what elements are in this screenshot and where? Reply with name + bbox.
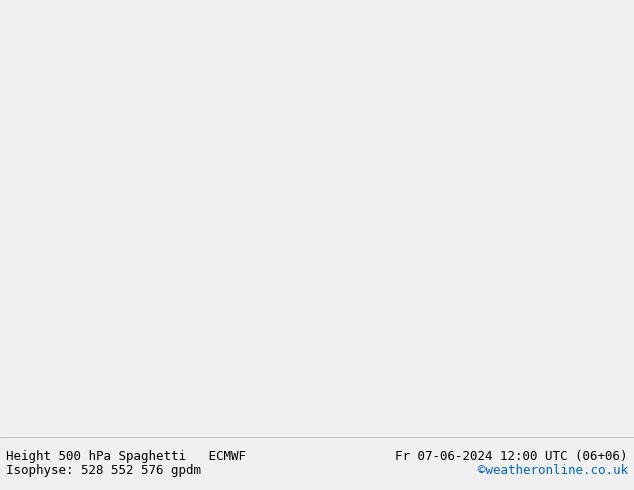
Text: ©weatheronline.co.uk: ©weatheronline.co.uk (477, 464, 628, 477)
Text: Height 500 hPa Spaghetti   ECMWF: Height 500 hPa Spaghetti ECMWF (6, 450, 247, 464)
Text: Isophyse: 528 552 576 gpdm: Isophyse: 528 552 576 gpdm (6, 464, 202, 477)
Text: Fr 07-06-2024 12:00 UTC (06+06): Fr 07-06-2024 12:00 UTC (06+06) (395, 450, 628, 464)
